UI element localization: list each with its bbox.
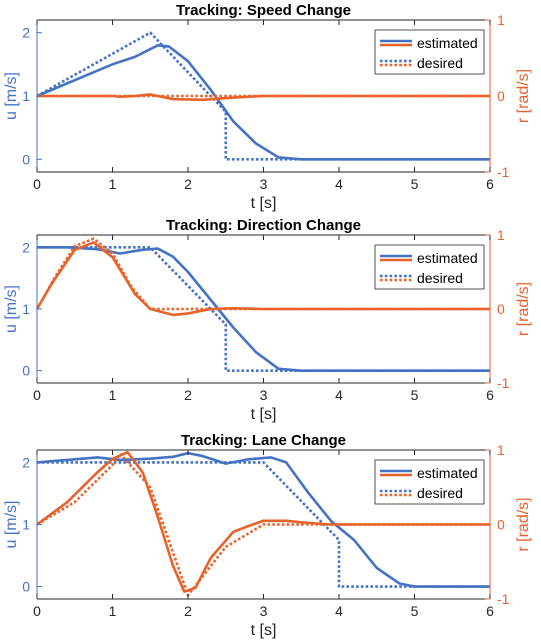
chart-title: Tracking: Direction Change — [166, 217, 361, 234]
x-tick-label: 6 — [486, 176, 494, 192]
chart-panel-2: Tracking: Direction Change 0 1 2 3 4 5 6 0 1 2 -1 0 1… — [3, 217, 532, 423]
right-y-tick-label: 0 — [497, 88, 505, 104]
series-blue-desired-line — [37, 461, 490, 588]
right-y-tick-label: -1 — [497, 591, 510, 607]
x-axis-label: t [s] — [251, 406, 277, 423]
series-orange-estimated-line — [36, 450, 490, 593]
left-y-tick-label: 1 — [22, 301, 30, 317]
left-y-axis-label: u [m/s] — [3, 285, 20, 333]
right-y-tick-label: 1 — [497, 442, 505, 458]
x-tick-label: 3 — [260, 176, 268, 192]
x-tick-label: 5 — [411, 176, 419, 192]
right-y-axis-label: r [rad/s] — [515, 282, 532, 336]
legend-box — [374, 459, 485, 505]
left-y-tick-label: 2 — [22, 25, 30, 41]
series-blue-desired-line — [37, 246, 490, 372]
legend-box — [374, 244, 485, 290]
legend: estimated desired — [374, 244, 485, 290]
x-tick-label: 6 — [486, 387, 494, 403]
series-orange-estimated-line — [35, 241, 490, 317]
chart-panel-3: Tracking: Lane Change 0 1 2 3 4 5 6 0 1 2 -1 0 1 t [s]… — [3, 432, 532, 639]
x-tick-label: 1 — [109, 387, 117, 403]
x-tick-label: 6 — [486, 603, 494, 619]
legend: estimated desired — [374, 459, 485, 505]
legend-entry-label: desired — [417, 270, 463, 286]
x-tick-label: 1 — [109, 176, 117, 192]
series-orange-desired-line — [35, 237, 490, 311]
x-tick-label: 2 — [184, 176, 192, 192]
left-y-tick-label: 1 — [22, 517, 30, 533]
x-tick-label: 2 — [184, 387, 192, 403]
chart-title: Tracking: Lane Change — [181, 432, 346, 449]
x-tick-label: 4 — [335, 176, 343, 192]
left-y-tick-label: 0 — [22, 579, 30, 595]
right-y-tick-label: 0 — [497, 301, 505, 317]
x-tick-label: 4 — [335, 603, 343, 619]
series-blue-estimated-line — [36, 451, 490, 588]
series-orange-estimated-line — [37, 93, 490, 102]
left-y-axis-label: u [m/s] — [3, 500, 20, 548]
left-y-tick-label: 0 — [22, 151, 30, 167]
left-y-tick-label: 2 — [22, 239, 30, 255]
x-tick-label: 4 — [335, 387, 343, 403]
series-blue-estimated-line — [36, 44, 490, 161]
x-axis-label: t [s] — [251, 195, 277, 212]
left-y-tick-label: 0 — [22, 363, 30, 379]
x-tick-label: 3 — [260, 603, 268, 619]
series-blue-desired-line — [36, 31, 490, 161]
right-y-axis-label: r [rad/s] — [515, 497, 532, 551]
legend-entry-label: desired — [417, 55, 463, 71]
legend-entry-label: estimated — [417, 250, 478, 266]
left-y-tick-label: 1 — [22, 88, 30, 104]
legend: estimated desired — [374, 29, 485, 75]
x-tick-label: 0 — [33, 603, 41, 619]
legend-entry-label: estimated — [417, 35, 478, 51]
right-y-tick-label: 1 — [497, 12, 505, 28]
legend-entry-label: estimated — [417, 465, 478, 481]
left-y-axis-label: u [m/s] — [3, 72, 20, 120]
legend-entry-label: desired — [417, 485, 463, 501]
right-y-tick-label: -1 — [497, 164, 510, 180]
right-y-tick-label: 1 — [497, 227, 505, 243]
left-y-tick-label: 2 — [22, 454, 30, 470]
chart-panel-1: Tracking: Speed Change 0 1 2 3 4 5 6 0 1 2 -1 0 1 t [s… — [3, 2, 532, 212]
x-tick-label: 5 — [411, 603, 419, 619]
x-tick-label: 0 — [33, 387, 41, 403]
right-y-tick-label: -1 — [497, 375, 510, 391]
x-tick-label: 0 — [33, 176, 41, 192]
right-y-axis-label: r [rad/s] — [515, 69, 532, 123]
x-tick-label: 2 — [184, 603, 192, 619]
legend-box — [374, 29, 485, 75]
chart-title: Tracking: Speed Change — [176, 2, 351, 19]
x-tick-label: 1 — [109, 603, 117, 619]
x-axis-label: t [s] — [251, 622, 277, 639]
series-orange-desired-line — [36, 452, 490, 597]
right-y-tick-label: 0 — [497, 517, 505, 533]
x-tick-label: 5 — [411, 387, 419, 403]
x-tick-label: 3 — [260, 387, 268, 403]
